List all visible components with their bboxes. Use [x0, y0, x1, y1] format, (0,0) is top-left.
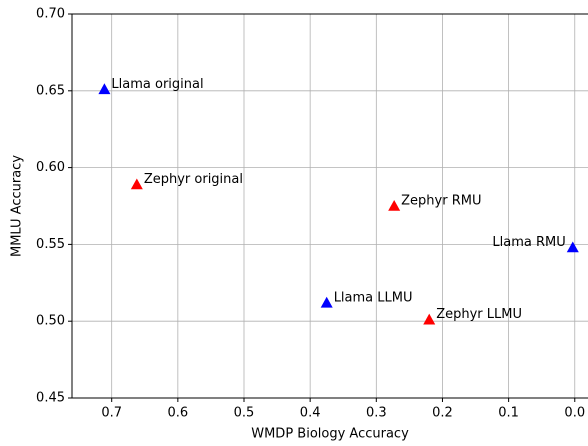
point-label: Zephyr original: [144, 172, 243, 187]
x-tick-label: 0.6: [168, 406, 189, 421]
axes-frame: [71, 13, 588, 399]
point-label: Llama RMU: [492, 235, 565, 250]
y-tick-label: 0.55: [36, 237, 65, 252]
point: [388, 200, 401, 211]
x-tick-label: 0.2: [432, 406, 453, 421]
x-tick-label: 0.3: [366, 406, 387, 421]
y-tick-label: 0.60: [36, 160, 65, 175]
x-tick-label: 0.5: [234, 406, 255, 421]
point: [423, 313, 436, 325]
point-label: Llama original: [111, 77, 203, 92]
y-tick-label: 0.65: [36, 83, 65, 98]
x-tick-label: 0.0: [564, 406, 585, 421]
point-label: Zephyr RMU: [401, 194, 481, 209]
y-tick-label: 0.50: [36, 314, 65, 329]
x-tick-label: 0.1: [498, 406, 519, 421]
y-axis-label: MMLU Accuracy: [10, 155, 25, 257]
x-axis-label: WMDP Biology Accuracy: [251, 427, 409, 442]
point-label: Zephyr LLMU: [436, 307, 522, 322]
x-tick-label: 0.7: [101, 406, 122, 421]
point: [130, 178, 143, 190]
point: [320, 296, 333, 308]
x-tick-label: 0.4: [300, 406, 321, 421]
point-label: Llama LLMU: [334, 290, 413, 305]
y-tick-label: 0.70: [36, 7, 65, 22]
point: [566, 241, 579, 253]
point: [98, 83, 111, 95]
y-tick-label: 0.45: [36, 391, 65, 406]
